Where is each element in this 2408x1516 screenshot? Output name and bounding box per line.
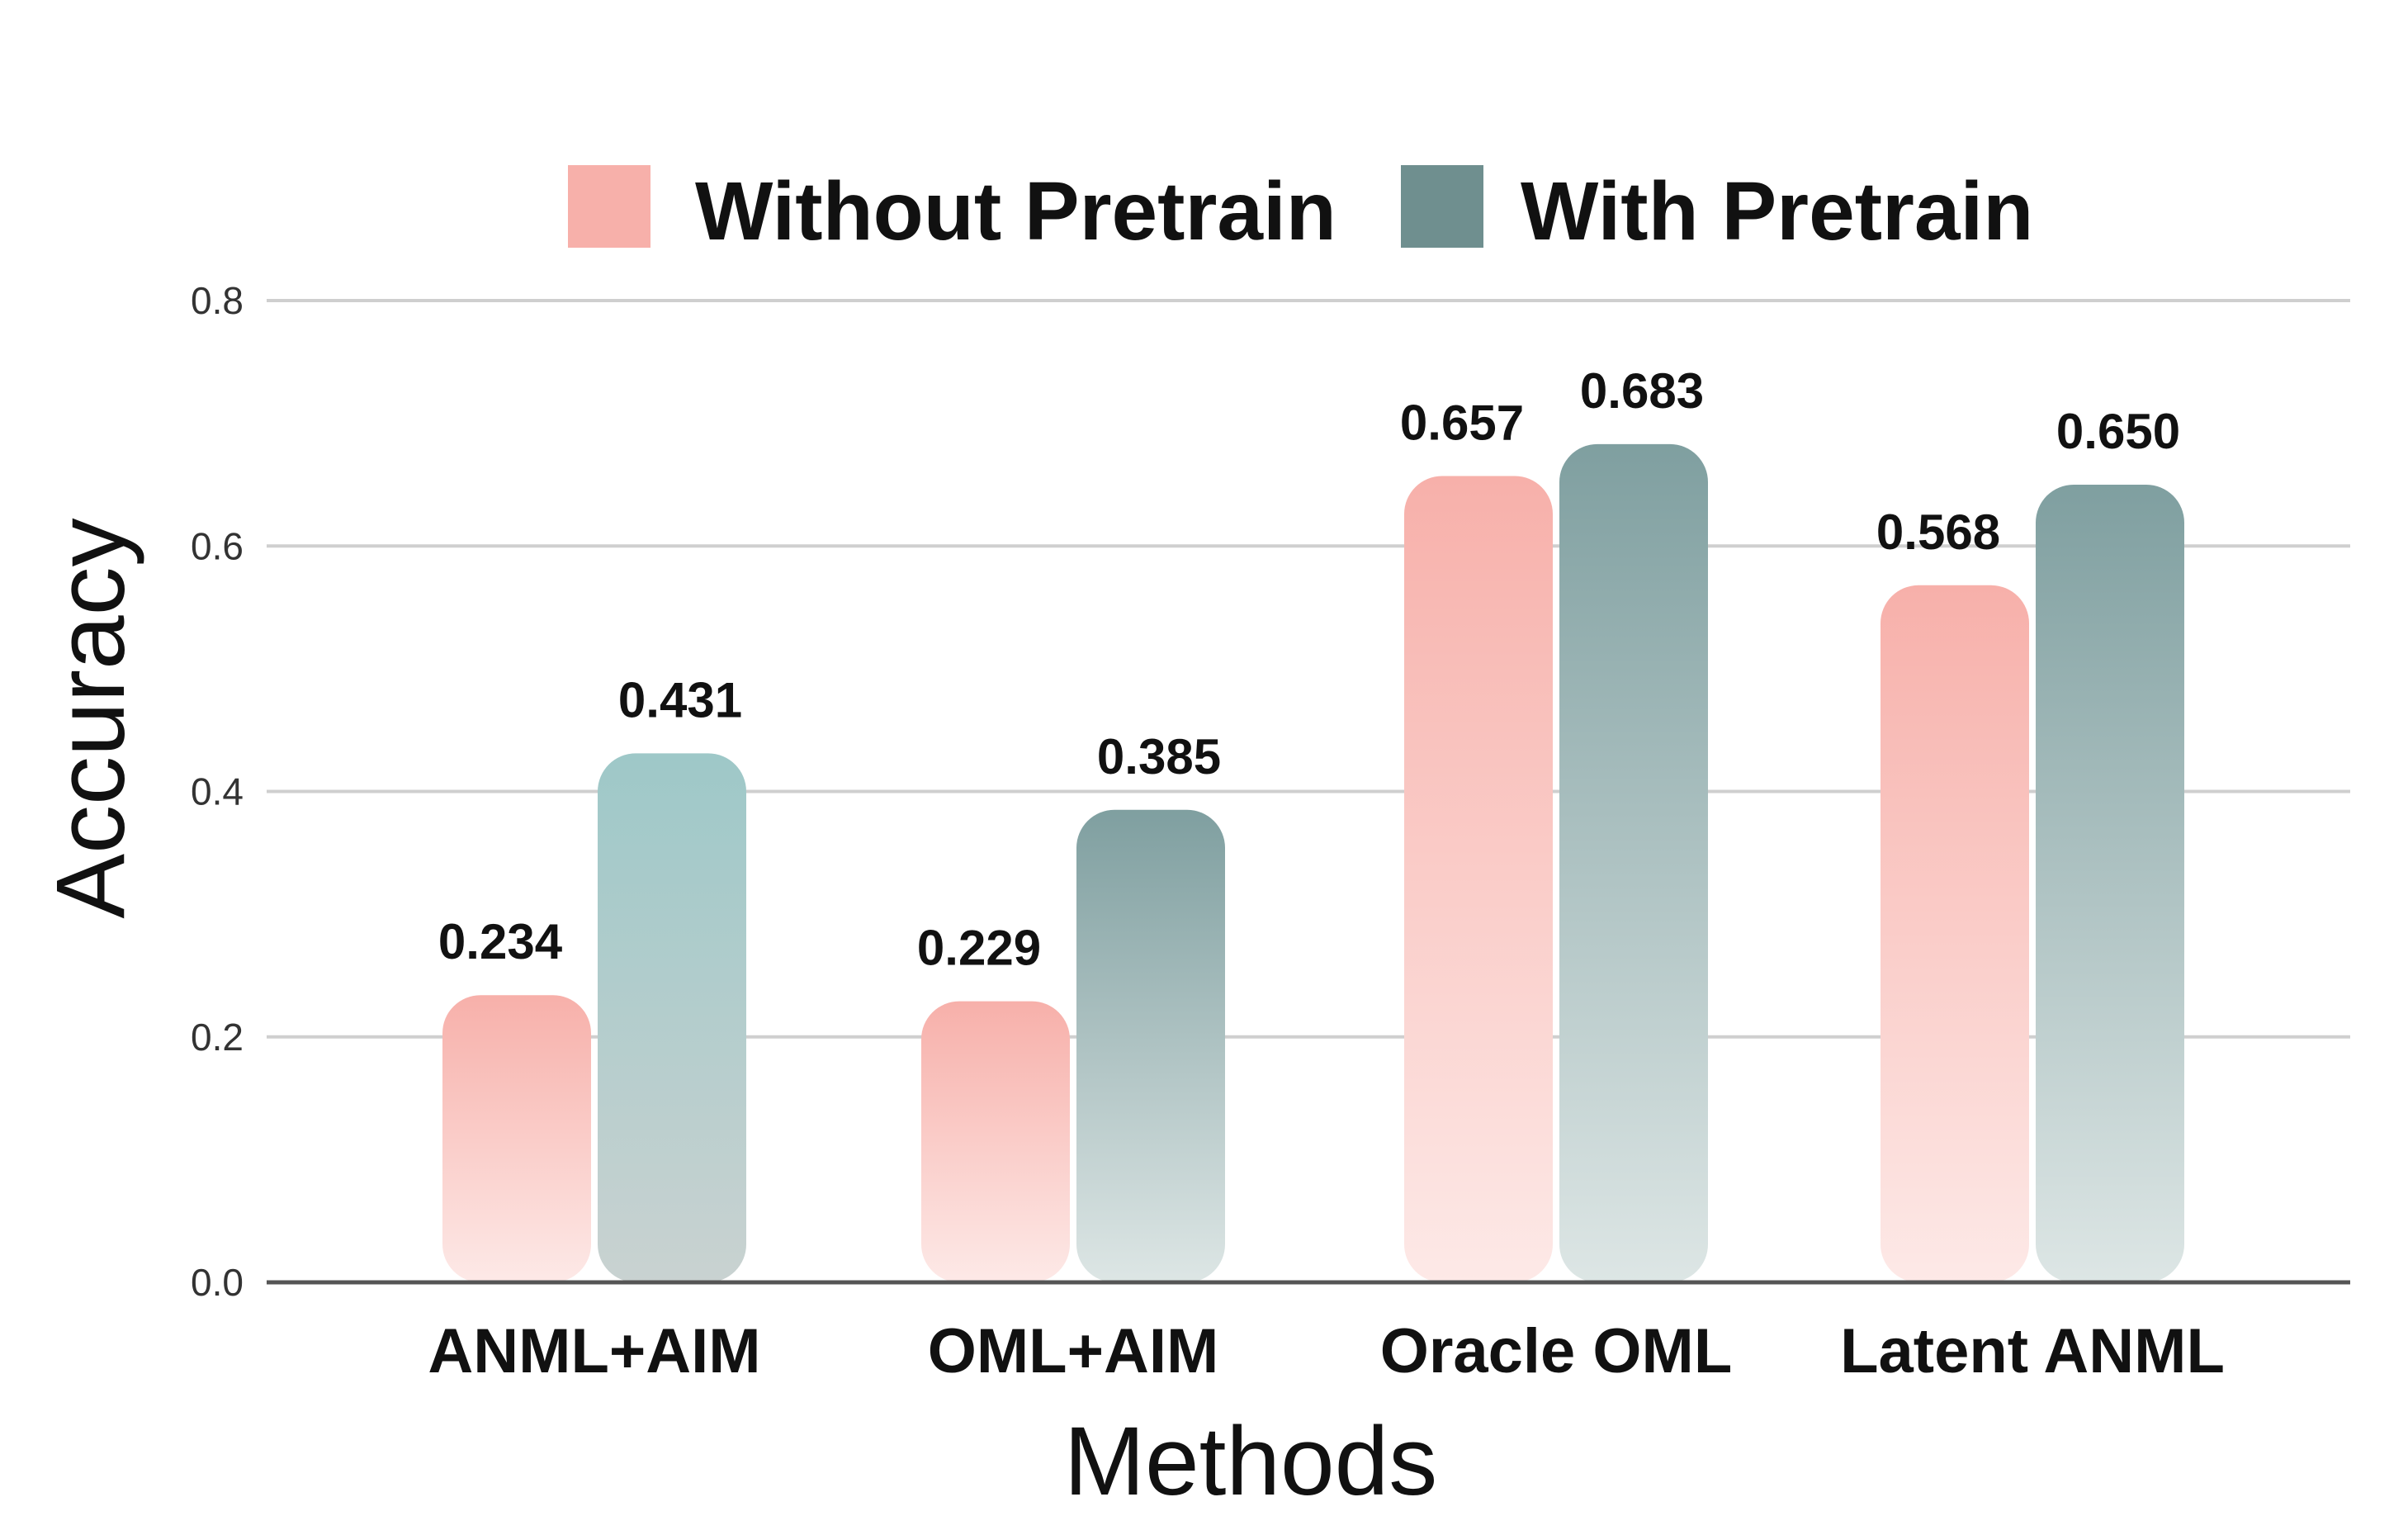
legend-label: Without Pretrain — [695, 165, 1336, 258]
bar-with-pretrain — [1076, 809, 1225, 1282]
data-label: 0.229 — [917, 921, 1041, 976]
data-label: 0.568 — [1876, 505, 2000, 560]
bar-without-pretrain — [442, 995, 591, 1282]
y-tick-label: 0.0 — [191, 1261, 244, 1304]
bars — [442, 443, 2184, 1282]
y-tick-label: 0.6 — [191, 524, 244, 567]
x-tick-label: OML+AIM — [928, 1316, 1219, 1386]
legend-swatch — [568, 165, 650, 248]
bar-with-pretrain — [598, 753, 746, 1282]
axes: 0.0 0.2 0.4 0.6 0.8 ANML+AIM OML+AIM Oracle OML… — [36, 279, 2350, 1516]
bar-with-pretrain — [2036, 484, 2184, 1282]
legend-label: With Pretrain — [1521, 165, 2033, 258]
x-tick-label: Latent ANML — [1840, 1316, 2225, 1386]
data-labels: 0.234 0.431 0.229 0.385 0.657 0.683 0.568 0.650 — [438, 363, 2180, 976]
bar-with-pretrain — [1559, 443, 1708, 1282]
data-label: 0.431 — [618, 672, 742, 727]
data-label: 0.683 — [1580, 363, 1704, 419]
data-label: 0.385 — [1097, 729, 1221, 784]
data-label: 0.650 — [2056, 404, 2180, 459]
bar-without-pretrain — [921, 1001, 1070, 1282]
y-tick-label: 0.2 — [191, 1016, 244, 1059]
x-axis-title: Methods — [1064, 1407, 1438, 1512]
y-tick-label: 0.4 — [191, 770, 244, 813]
data-label: 0.657 — [1400, 396, 1524, 451]
data-label: 0.234 — [438, 914, 563, 969]
x-tick-label: ANML+AIM — [428, 1316, 760, 1386]
x-tick-label: Oracle OML — [1380, 1316, 1733, 1386]
legend-swatch — [1401, 165, 1483, 248]
y-tick-label: 0.8 — [191, 279, 244, 322]
legend: Without Pretrain With Pretrain — [568, 165, 2033, 258]
bar-without-pretrain — [1404, 476, 1553, 1282]
y-axis-title: Accuracy — [36, 518, 145, 918]
bar-without-pretrain — [1881, 585, 2029, 1282]
